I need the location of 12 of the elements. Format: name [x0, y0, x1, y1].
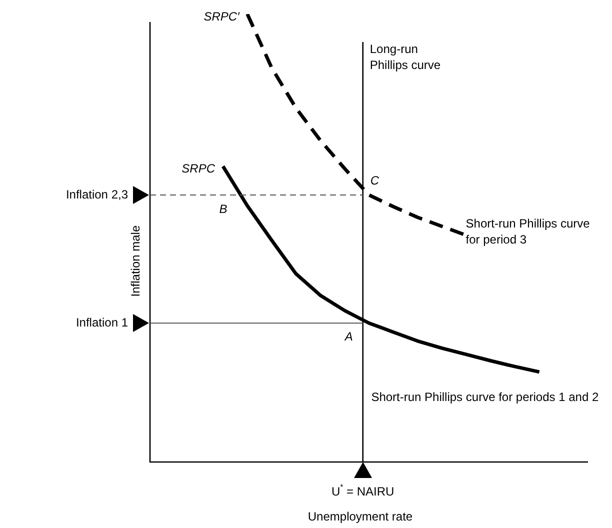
y-axis-title: Inflation male — [128, 225, 142, 297]
ref-line-label: Inflation 2,3 — [66, 187, 128, 202]
series-label: SRPC — [182, 162, 216, 176]
annotation: Long-run Phillips curve — [370, 42, 441, 72]
annotation: A — [344, 329, 353, 344]
x-axis-title: Unemployment rate — [308, 509, 413, 524]
series-label: SRPC′ — [204, 9, 240, 24]
annotation: Short-run Phillips curve for period 3 — [466, 216, 590, 246]
annotation: Short-run Phillips curve for periods 1 and 2 — [371, 390, 599, 404]
annotation: C — [370, 173, 380, 188]
ref-line-label: Inflation 1 — [76, 315, 128, 330]
annotation: B — [219, 202, 228, 216]
